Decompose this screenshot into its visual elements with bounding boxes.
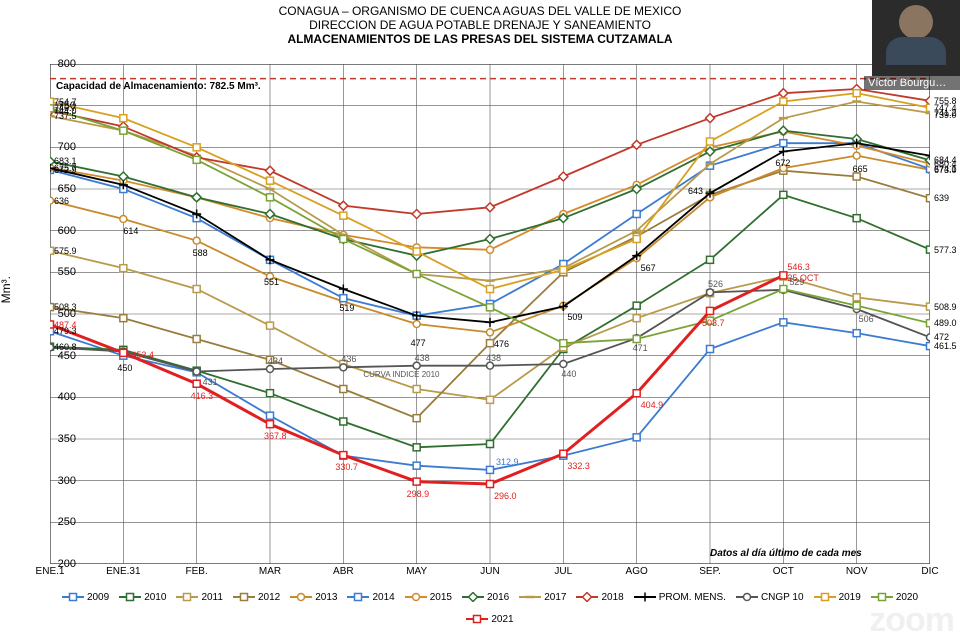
data-label: 680.4 <box>934 159 957 169</box>
legend-item: PROM. MENS. <box>634 592 726 603</box>
data-label: 741.2 <box>934 108 957 118</box>
participant-thumbnail[interactable] <box>872 0 960 76</box>
x-tick-label: JUN <box>460 566 520 577</box>
data-label: 461.5 <box>934 341 957 351</box>
y-tick-label: 700 <box>36 141 76 153</box>
x-tick-label: MAR <box>240 566 300 577</box>
y-tick-label: 550 <box>36 266 76 278</box>
zoom-watermark: zoom <box>869 601 954 640</box>
legend-item: 2009 <box>62 592 109 603</box>
x-tick-label: ENE.1 <box>20 566 80 577</box>
y-tick-label: 450 <box>36 350 76 362</box>
y-tick-label: 650 <box>36 183 76 195</box>
title-line-1: CONAGUA – ORGANISMO DE CUENCA AGUAS DEL … <box>0 4 960 18</box>
legend-item: 2010 <box>119 592 166 603</box>
x-tick-label: SEP. <box>680 566 740 577</box>
y-tick-label: 800 <box>36 58 76 70</box>
data-label: 755.8 <box>934 96 957 106</box>
data-label: 674.1 <box>934 164 957 174</box>
legend-item: 2021 <box>466 614 513 625</box>
legend-item: CNGP 10 <box>736 592 804 603</box>
curva-indice-label: CURVA INDICE 2010 <box>363 370 439 379</box>
x-tick-label: ABR <box>313 566 373 577</box>
data-label: 673.0 <box>934 165 957 175</box>
x-tick-label: ENE.31 <box>93 566 153 577</box>
data-label: 472 <box>934 332 949 342</box>
y-tick-label: 350 <box>36 433 76 445</box>
data-label: 739.0 <box>934 110 957 120</box>
chart-titles: CONAGUA – ORGANISMO DE CUENCA AGUAS DEL … <box>0 4 960 46</box>
data-label: 639 <box>934 193 949 203</box>
legend-item: 2015 <box>405 592 452 603</box>
data-label: 489.0 <box>934 318 957 328</box>
data-label: 508.9 <box>934 302 957 312</box>
y-tick-label: 250 <box>36 516 76 528</box>
participant-name: Víctor Bourgu… <box>864 76 960 90</box>
legend-item: 2013 <box>290 592 337 603</box>
y-tick-label: 750 <box>36 100 76 112</box>
chart-legend: 2009 2010 2011 2012 2013 2014 2015 2016 2017 2018… <box>50 588 930 628</box>
y-axis-label: Mm³. <box>0 276 13 303</box>
title-line-2: DIRECCION DE AGUA POTABLE DRENAJE Y SANE… <box>0 18 960 32</box>
legend-item: 2018 <box>576 592 623 603</box>
legend-item: 2016 <box>462 592 509 603</box>
x-tick-label: MAY <box>387 566 447 577</box>
legend-item: 2012 <box>233 592 280 603</box>
capacity-label: Capacidad de Almacenamiento: 782.5 Mm³. <box>56 81 261 92</box>
legend-item: 2019 <box>814 592 861 603</box>
legend-item: 2011 <box>176 592 223 603</box>
y-tick-label: 300 <box>36 475 76 487</box>
x-tick-label: FEB. <box>167 566 227 577</box>
y-tick-label: 600 <box>36 225 76 237</box>
data-label: 577.3 <box>934 245 957 255</box>
title-line-3: ALMACENAMIENTOS DE LAS PRESAS DEL SISTEM… <box>0 32 960 46</box>
x-tick-label: JUL <box>533 566 593 577</box>
footnote-label: Datos al día último de cada mes <box>710 548 862 559</box>
data-label: 684.4 <box>934 155 957 165</box>
y-tick-label: 500 <box>36 308 76 320</box>
x-tick-label: OCT <box>753 566 813 577</box>
chart-plot <box>50 64 930 564</box>
data-label: 747.4 <box>934 103 957 113</box>
legend-item: 2014 <box>347 592 394 603</box>
x-tick-label: NOV <box>827 566 887 577</box>
x-tick-label: DIC <box>900 566 960 577</box>
x-tick-label: AGO <box>607 566 667 577</box>
legend-item: 2017 <box>519 592 566 603</box>
y-tick-label: 400 <box>36 391 76 403</box>
